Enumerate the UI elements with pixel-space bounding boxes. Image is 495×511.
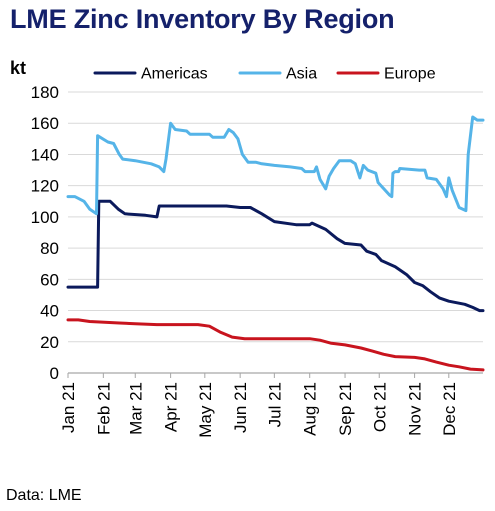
y-tick-label: 120 [31, 177, 59, 196]
x-tick-label: May 21 [196, 382, 215, 438]
axes: 0 20 40 60 80 100 120 140 160 180 Jan 21 Feb 21 Mar … [31, 83, 483, 438]
x-tick-label: Mar 21 [126, 382, 145, 435]
series-lines [66, 115, 485, 372]
y-axis-unit-label: kt [10, 58, 26, 78]
legend-label-europe: Europe [384, 66, 436, 83]
y-tick-label: 180 [31, 83, 59, 102]
legend-label-asia: Asia [286, 66, 317, 83]
x-tick-label: Aug 21 [301, 382, 320, 436]
gridlines [68, 91, 483, 343]
x-tick-label: Nov 21 [406, 382, 425, 436]
source-note: Data: LME [6, 487, 82, 504]
x-tick-label: Dec 21 [440, 382, 459, 436]
legend-label-americas: Americas [141, 66, 208, 83]
y-tick-label: 0 [50, 364, 59, 383]
x-tick-label: Feb 21 [94, 382, 113, 435]
x-tick-label: Jan 21 [59, 382, 78, 433]
x-tick-label: Sep 21 [336, 382, 355, 436]
y-tick-label: 80 [40, 239, 59, 258]
x-tick-label: Oct 21 [370, 382, 389, 432]
y-tick-label: 20 [40, 333, 59, 352]
series-line-asia [66, 115, 485, 216]
legend: Americas Asia Europe [93, 66, 436, 83]
series-line-americas [66, 199, 485, 313]
series-line-europe [66, 318, 485, 372]
y-tick-label: 60 [40, 270, 59, 289]
y-tick-label: 100 [31, 208, 59, 227]
y-tick-label: 140 [31, 145, 59, 164]
x-tick-label: Apr 21 [162, 382, 181, 432]
chart-title: LME Zinc Inventory By Region [10, 4, 395, 34]
y-tick-label: 160 [31, 114, 59, 133]
x-tick-label: Jul 21 [265, 382, 284, 427]
y-tick-label: 40 [40, 302, 59, 321]
x-tick-label: Jun 21 [231, 382, 250, 433]
